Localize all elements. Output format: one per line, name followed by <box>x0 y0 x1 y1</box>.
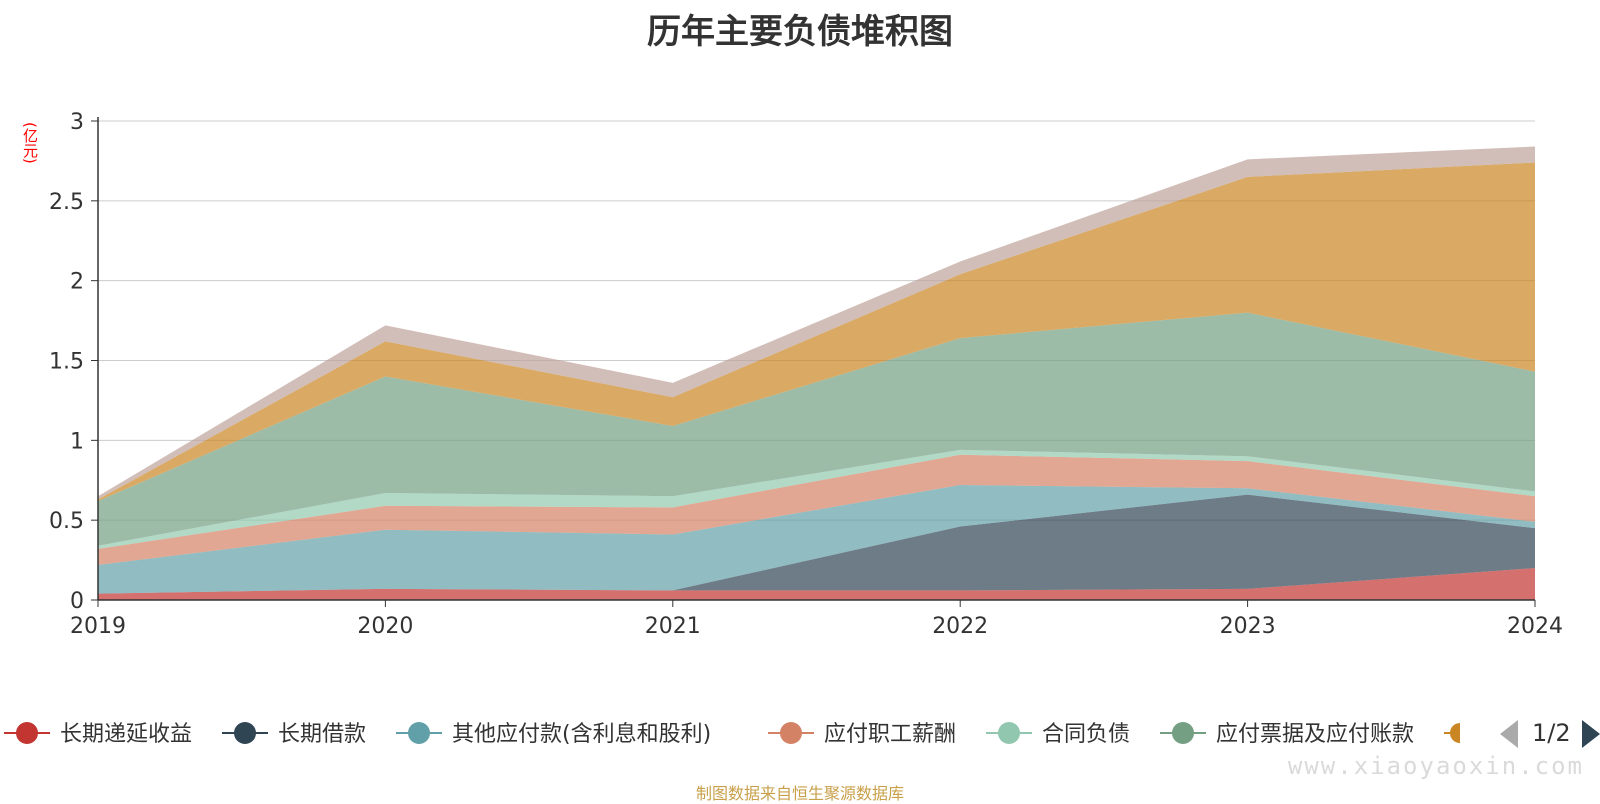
y-axis-unit-label: (亿元) <box>21 122 39 164</box>
data-source-note: 制图数据来自恒生聚源数据库 <box>695 784 904 803</box>
area-series-8 <box>98 146 1535 500</box>
legend-marker <box>234 722 256 744</box>
legend-label: 应付票据及应付账款 <box>1216 722 1414 747</box>
legend-pager: 1/2 <box>1500 717 1600 751</box>
legend-marker <box>16 722 38 744</box>
legend-page-indicator: 1/2 <box>1532 719 1571 747</box>
legend-item[interactable]: 其他应付款(含利息和股利) <box>396 722 711 747</box>
legend-item[interactable]: 长期递延收益 <box>4 722 192 747</box>
y-tick-label: 0 <box>70 589 84 614</box>
legend-item[interactable]: 应付票据及应付账款 <box>1160 722 1414 747</box>
legend-prev-page-icon[interactable] <box>1500 720 1518 748</box>
legend-marker <box>780 722 802 744</box>
legend-item-truncated <box>1444 723 1460 743</box>
x-tick-label: 2020 <box>357 614 413 639</box>
legend-label: 应付职工薪酬 <box>824 722 956 747</box>
area-series-4 <box>98 454 1535 565</box>
legend-marker <box>998 722 1020 744</box>
area-series-5 <box>98 449 1535 549</box>
legend-label: 长期递延收益 <box>60 722 192 747</box>
y-tick-label: 2.5 <box>49 190 84 215</box>
legend-item[interactable]: 应付职工薪酬 <box>768 722 956 747</box>
area-series-1 <box>98 568 1535 600</box>
x-tick-label: 2024 <box>1507 614 1563 639</box>
y-tick-label: 1 <box>70 429 84 454</box>
x-tick-label: 2019 <box>70 614 126 639</box>
legend-label: 其他应付款(含利息和股利) <box>452 722 711 747</box>
legend-marker <box>408 722 430 744</box>
y-tick-label: 2 <box>70 270 84 295</box>
legend: 长期递延收益 长期借款 其他应付款(含利息和股利) 应付职工薪酬 合同负债 应付票据及应付… <box>4 722 1460 747</box>
y-tick-label: 1.5 <box>49 350 84 375</box>
chart-title: 历年主要负债堆积图 <box>647 12 953 52</box>
area-series-2 <box>98 494 1535 594</box>
legend-label: 长期借款 <box>278 722 366 747</box>
axes: 0 0.5 1 1.5 2 2.5 3 2019 2020 2021 2022 2023 2024 <box>49 110 1563 639</box>
watermark: www.xiaoyaoxin.com <box>1287 752 1584 780</box>
legend-marker <box>1450 723 1460 743</box>
x-tick-label: 2023 <box>1220 614 1276 639</box>
legend-marker <box>1172 722 1194 744</box>
x-tick-label: 2022 <box>932 614 988 639</box>
y-tick-label: 3 <box>70 110 84 135</box>
area-series-3 <box>98 485 1535 594</box>
legend-item[interactable]: 长期借款 <box>222 722 366 747</box>
area-series-6 <box>98 312 1535 546</box>
legend-label: 合同负债 <box>1042 722 1130 747</box>
legend-item[interactable]: 合同负债 <box>986 722 1130 747</box>
area-series <box>98 146 1535 600</box>
legend-next-page-icon[interactable] <box>1582 720 1600 748</box>
y-tick-label: 0.5 <box>49 509 84 534</box>
x-tick-label: 2021 <box>645 614 701 639</box>
area-series-7 <box>98 162 1535 502</box>
